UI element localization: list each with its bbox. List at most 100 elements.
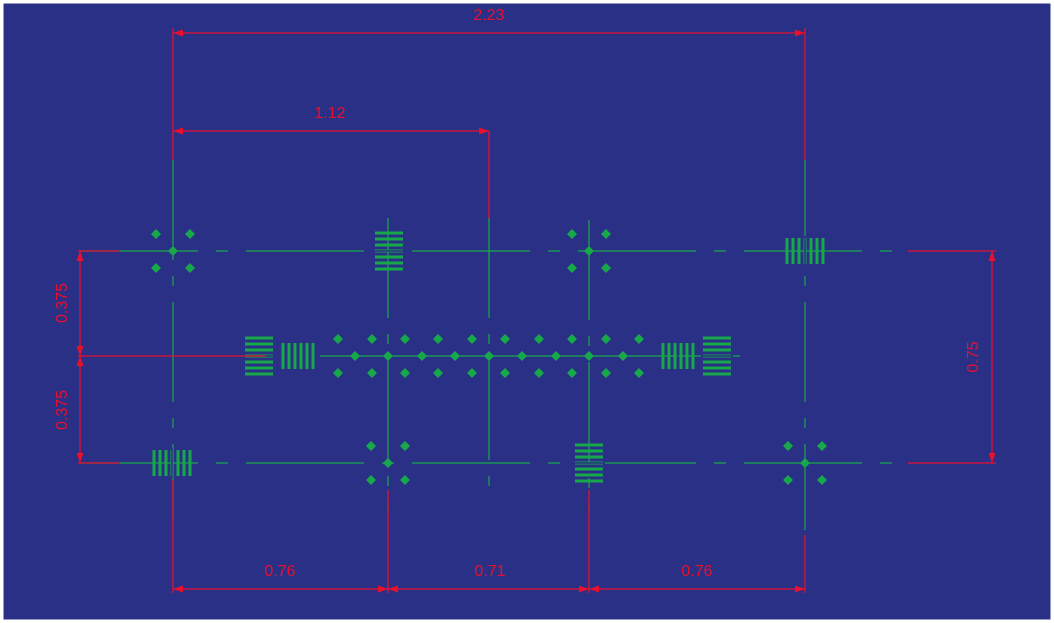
grating-bar xyxy=(661,343,665,369)
horizontal-bars-icon xyxy=(573,443,605,483)
dimension-label-middle-spacing: 0.71 xyxy=(474,563,505,580)
grating-bar xyxy=(299,343,303,369)
dimension-label-upper-height: 0.375 xyxy=(54,283,71,323)
grating-bar xyxy=(182,450,186,476)
cross-marker-icon xyxy=(567,229,611,273)
arrowhead-icon xyxy=(579,585,589,593)
grating-bar xyxy=(575,479,603,483)
diamond-dot xyxy=(333,368,343,378)
diamond-dot xyxy=(383,458,393,468)
diamond-dot xyxy=(366,475,376,485)
grating-bar xyxy=(245,360,273,364)
diamond-dot xyxy=(601,334,611,344)
grating-bar xyxy=(797,238,801,264)
arrowhead-icon xyxy=(173,127,183,135)
diamond-dot xyxy=(185,229,195,239)
diamond-dot xyxy=(467,334,477,344)
diamond-dot xyxy=(601,263,611,273)
grating-bar xyxy=(703,366,731,370)
diamond-dot xyxy=(417,351,427,361)
diamond-dot xyxy=(400,441,410,451)
diamond-dot xyxy=(817,441,827,451)
diamond-dot xyxy=(151,229,161,239)
grating-bar xyxy=(691,343,695,369)
dimension-annotations: 2.23 1.12 0.375 0.375 0.75 xyxy=(54,7,996,593)
diamond-dot xyxy=(584,246,594,256)
grating-bar xyxy=(575,473,603,477)
diamond-dot xyxy=(567,229,577,239)
grating-bar xyxy=(293,343,297,369)
dimension-left-heights: 0.375 0.375 xyxy=(54,250,265,464)
diamond-dot xyxy=(467,368,477,378)
diamond-dot xyxy=(567,368,577,378)
grating-bar xyxy=(703,348,731,352)
dimension-total-height: 0.75 xyxy=(908,250,996,464)
diamond-dot xyxy=(618,351,628,361)
grating-bar xyxy=(703,336,731,340)
dimension-arrowheads xyxy=(76,29,996,593)
diamond-dot xyxy=(151,263,161,273)
horizontal-bars-icon xyxy=(373,231,405,271)
vertical-bars-icon xyxy=(785,236,825,266)
grating-bar xyxy=(575,455,603,459)
grating-bar xyxy=(809,238,813,264)
diamond-dot xyxy=(634,368,644,378)
grating-bar xyxy=(164,450,168,476)
arrowhead-icon xyxy=(988,251,996,261)
grating-bar xyxy=(158,450,162,476)
grating-bar xyxy=(375,261,403,265)
diamond-dot xyxy=(601,229,611,239)
arrowhead-icon xyxy=(76,251,84,261)
grating-bar xyxy=(245,336,273,340)
grating-bar xyxy=(176,450,180,476)
arrowhead-icon xyxy=(388,585,398,593)
grating-bar xyxy=(673,343,677,369)
diamond-dot xyxy=(367,368,377,378)
diamond-dot xyxy=(551,351,561,361)
diamond-dot xyxy=(500,334,510,344)
diamond-dot xyxy=(168,246,178,256)
arrowhead-icon xyxy=(76,346,84,356)
diamond-dot xyxy=(634,334,644,344)
grating-bar xyxy=(245,348,273,352)
arrowhead-icon xyxy=(589,585,599,593)
grating-bar xyxy=(287,343,291,369)
grating-bar xyxy=(245,342,273,346)
diamond-dot xyxy=(500,368,510,378)
dimension-label-right-spacing: 0.76 xyxy=(681,563,712,580)
grating-bar xyxy=(375,243,403,247)
grating-bar xyxy=(815,238,819,264)
arrowhead-icon xyxy=(988,453,996,463)
diamond-dot xyxy=(400,368,410,378)
grating-bar xyxy=(785,238,789,264)
arrowhead-icon xyxy=(795,585,805,593)
vertical-bars-icon xyxy=(152,448,192,478)
grating-bar xyxy=(703,342,731,346)
grating-bar xyxy=(667,343,671,369)
grating-bar xyxy=(188,450,192,476)
grating-bar xyxy=(375,231,403,235)
diamond-dot xyxy=(534,368,544,378)
cross-marker-icon xyxy=(366,441,410,485)
diamond-dot xyxy=(584,351,594,361)
grating-bar xyxy=(791,238,795,264)
diamond-dot xyxy=(783,441,793,451)
diamond-dot xyxy=(367,334,377,344)
grating-bar xyxy=(575,449,603,453)
arrowhead-icon xyxy=(76,453,84,463)
arrowhead-icon xyxy=(76,356,84,366)
diamond-dot xyxy=(567,263,577,273)
grating-bar xyxy=(575,443,603,447)
grating-bar xyxy=(575,467,603,471)
cross-marker-icon xyxy=(151,229,195,273)
dimension-bottom-spacings: 0.76 0.71 0.76 xyxy=(172,480,806,593)
grating-bar xyxy=(375,237,403,241)
grating-bar xyxy=(679,343,683,369)
grating-bar xyxy=(375,267,403,271)
diamond-dot xyxy=(534,334,544,344)
grating-bar xyxy=(685,343,689,369)
grating-bar xyxy=(245,372,273,376)
dimension-label-left-spacing: 0.76 xyxy=(264,563,295,580)
grating-bar xyxy=(311,343,315,369)
